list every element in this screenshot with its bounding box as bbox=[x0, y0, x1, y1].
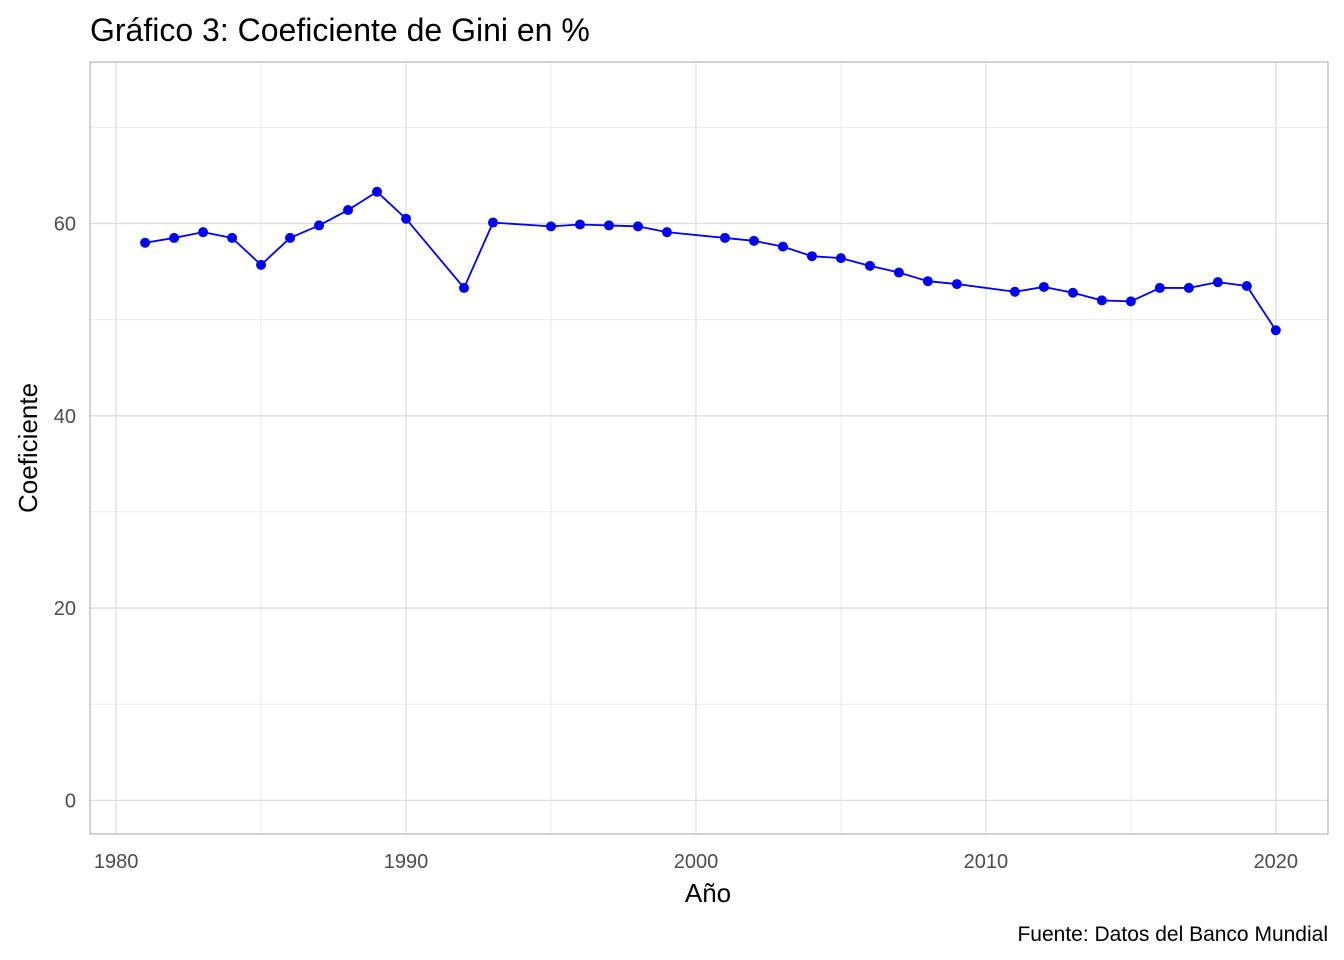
data-point bbox=[256, 259, 267, 270]
x-tick-label: 1990 bbox=[384, 851, 429, 873]
y-tick-label: 20 bbox=[54, 598, 76, 620]
data-point bbox=[893, 267, 904, 278]
x-axis-title: Año bbox=[685, 878, 731, 908]
y-axis-title: Coeficiente bbox=[13, 383, 43, 513]
y-tick-label: 40 bbox=[54, 406, 76, 428]
x-tick-label: 2000 bbox=[674, 851, 719, 873]
series-line bbox=[144, 190, 1277, 331]
chart-title: Gráfico 3: Coeficiente de Gini en % bbox=[90, 12, 590, 48]
data-point bbox=[835, 253, 846, 264]
data-point bbox=[227, 232, 238, 243]
data-point bbox=[748, 235, 759, 246]
data-point bbox=[1038, 281, 1049, 292]
data-point bbox=[140, 237, 151, 248]
data-point bbox=[343, 205, 354, 216]
data-point bbox=[372, 186, 383, 197]
x-tick-label: 2010 bbox=[964, 851, 1009, 873]
data-point bbox=[1183, 282, 1194, 293]
data-points bbox=[140, 186, 1281, 336]
data-point bbox=[951, 279, 962, 290]
y-tick-label: 0 bbox=[65, 790, 76, 812]
y-axis-ticks: 0 20 40 60 bbox=[54, 214, 76, 813]
data-point bbox=[1154, 282, 1165, 293]
data-point bbox=[1067, 287, 1078, 298]
data-point bbox=[459, 282, 470, 293]
data-point bbox=[574, 219, 585, 230]
data-point bbox=[661, 227, 672, 238]
data-point bbox=[545, 221, 556, 232]
data-point bbox=[314, 220, 325, 231]
data-point bbox=[632, 221, 643, 232]
data-point bbox=[1270, 325, 1281, 336]
data-point bbox=[864, 260, 875, 271]
plot-panel-border bbox=[89, 61, 1329, 835]
data-point bbox=[1096, 295, 1107, 306]
data-point bbox=[922, 276, 933, 287]
data-point bbox=[1009, 286, 1020, 297]
data-point bbox=[719, 232, 730, 243]
data-point bbox=[1125, 296, 1136, 307]
data-point bbox=[806, 251, 817, 262]
data-point bbox=[603, 220, 614, 231]
data-point bbox=[401, 213, 412, 224]
data-point bbox=[488, 217, 499, 228]
data-point bbox=[777, 241, 788, 252]
x-axis-ticks: 1980 1990 2000 2010 2020 bbox=[94, 851, 1298, 873]
data-point bbox=[1212, 277, 1223, 288]
minor-gridlines bbox=[90, 62, 1328, 834]
data-point bbox=[285, 232, 296, 243]
major-gridlines bbox=[90, 62, 1328, 834]
source-caption: Fuente: Datos del Banco Mundial bbox=[1017, 923, 1328, 946]
data-point bbox=[169, 232, 180, 243]
x-tick-label: 1980 bbox=[94, 851, 139, 873]
data-point bbox=[198, 227, 209, 238]
data-point bbox=[1241, 281, 1252, 292]
x-tick-label: 2020 bbox=[1254, 851, 1299, 873]
y-tick-label: 60 bbox=[54, 214, 76, 236]
